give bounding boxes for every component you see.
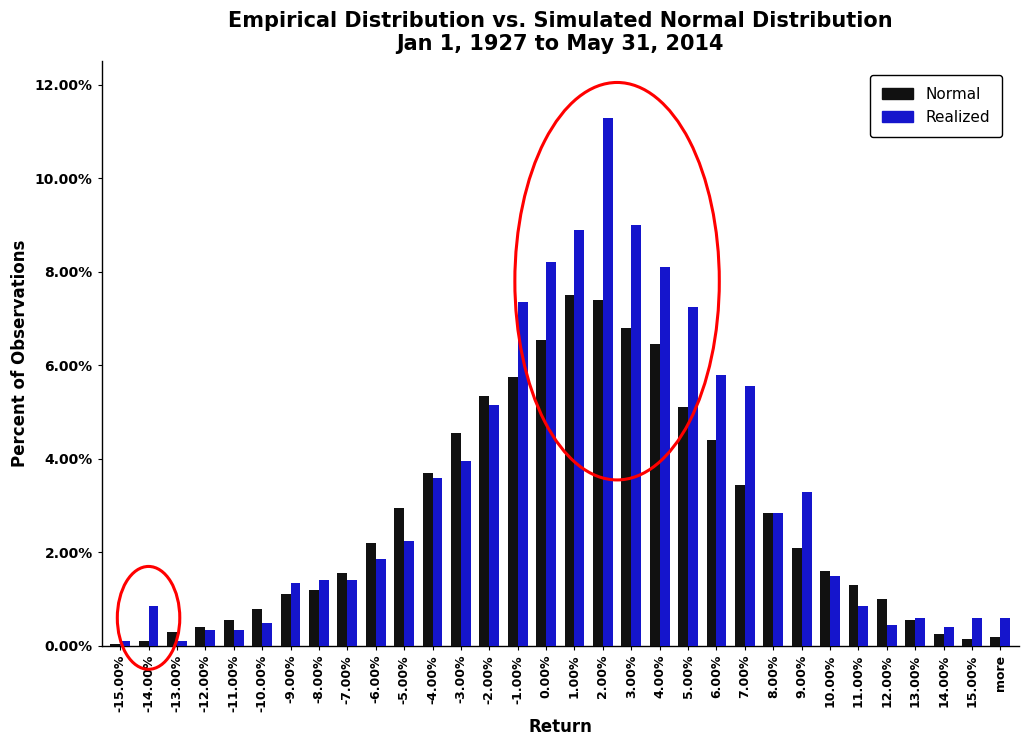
Bar — [688, 307, 698, 646]
Bar — [717, 375, 726, 646]
Bar — [659, 267, 670, 646]
Bar — [575, 230, 584, 646]
Bar — [972, 618, 982, 646]
Bar — [792, 548, 801, 646]
Bar — [678, 407, 688, 646]
Bar — [916, 618, 925, 646]
Bar — [366, 543, 376, 646]
Bar — [234, 630, 244, 646]
Bar — [404, 541, 414, 646]
Bar — [934, 634, 943, 646]
Bar — [508, 377, 518, 646]
Y-axis label: Percent of Observations: Percent of Observations — [11, 240, 29, 468]
Bar — [376, 560, 385, 646]
Bar — [489, 405, 500, 646]
Bar — [422, 473, 433, 646]
Bar — [631, 225, 642, 646]
Bar — [280, 595, 290, 646]
Bar — [479, 396, 489, 646]
Bar — [224, 620, 234, 646]
Bar — [962, 639, 972, 646]
Bar — [820, 571, 830, 646]
Bar — [290, 583, 301, 646]
Bar — [774, 512, 783, 646]
Bar — [262, 622, 272, 646]
Bar — [745, 386, 755, 646]
Bar — [394, 508, 404, 646]
Bar — [110, 644, 121, 646]
Bar — [801, 492, 812, 646]
Bar — [830, 576, 840, 646]
Bar — [991, 636, 1000, 646]
Bar — [858, 606, 868, 646]
Bar — [177, 641, 186, 646]
Bar — [196, 627, 205, 646]
Bar — [167, 632, 177, 646]
Bar — [1000, 618, 1010, 646]
X-axis label: Return: Return — [528, 718, 592, 736]
Bar — [433, 477, 443, 646]
Bar — [943, 627, 954, 646]
Bar — [252, 609, 262, 646]
Bar — [537, 340, 546, 646]
Bar — [347, 580, 357, 646]
Bar — [309, 590, 319, 646]
Bar — [887, 625, 897, 646]
Bar — [905, 620, 916, 646]
Bar — [546, 262, 556, 646]
Bar — [621, 328, 631, 646]
Bar — [460, 461, 471, 646]
Bar — [593, 300, 603, 646]
Legend: Normal, Realized: Normal, Realized — [870, 75, 1002, 137]
Bar — [121, 641, 130, 646]
Bar — [707, 440, 717, 646]
Bar — [564, 295, 575, 646]
Bar — [338, 574, 347, 646]
Bar — [148, 606, 159, 646]
Bar — [763, 512, 774, 646]
Bar — [603, 117, 613, 646]
Bar — [139, 641, 148, 646]
Bar — [849, 585, 858, 646]
Bar — [877, 599, 887, 646]
Bar — [451, 433, 460, 646]
Bar — [735, 485, 745, 646]
Bar — [518, 303, 527, 646]
Bar — [650, 344, 659, 646]
Title: Empirical Distribution vs. Simulated Normal Distribution
Jan 1, 1927 to May 31, : Empirical Distribution vs. Simulated Nor… — [228, 11, 893, 55]
Bar — [205, 630, 215, 646]
Bar — [319, 580, 329, 646]
